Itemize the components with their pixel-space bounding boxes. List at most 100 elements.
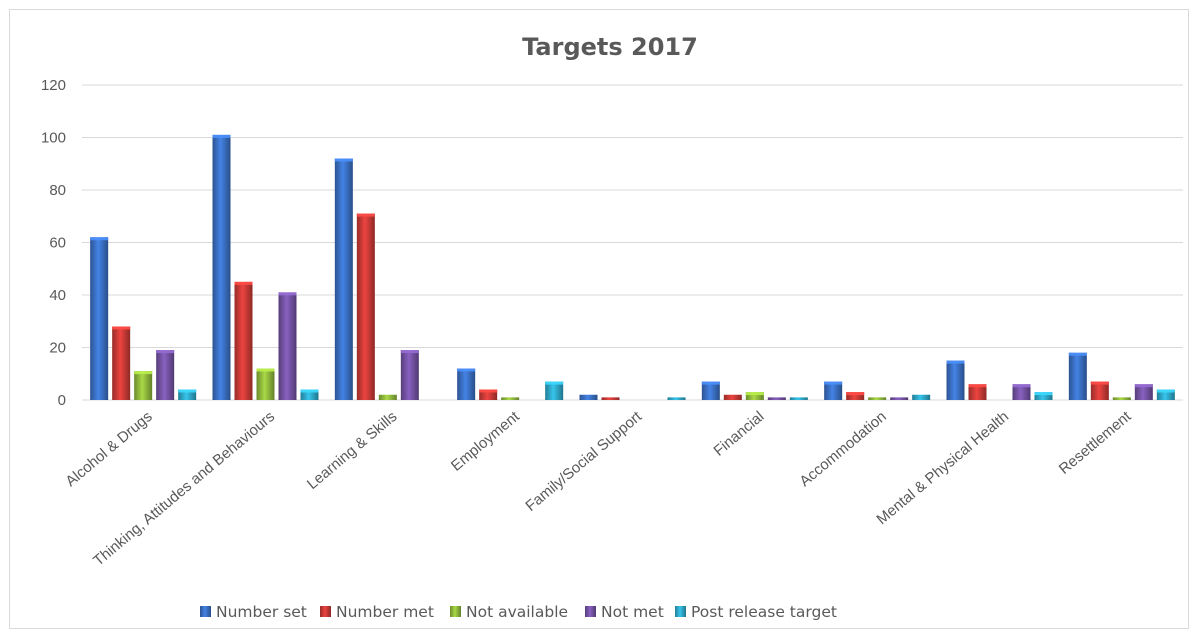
legend-label: Number met xyxy=(336,603,434,621)
bar-top-bevel xyxy=(212,134,231,138)
bar-top-bevel xyxy=(745,392,764,396)
bar xyxy=(601,397,620,400)
bar xyxy=(1012,384,1031,400)
bar-top-bevel xyxy=(1134,384,1153,388)
bar xyxy=(278,292,297,400)
bar xyxy=(1034,392,1053,400)
bar xyxy=(234,281,253,400)
bar xyxy=(946,360,965,400)
bar-top-bevel xyxy=(1034,392,1053,396)
x-category-label: Financial xyxy=(710,408,767,460)
bar xyxy=(457,368,476,400)
bar xyxy=(745,392,764,400)
bar xyxy=(378,394,397,400)
bar xyxy=(824,381,843,400)
bars xyxy=(90,134,1175,400)
bar xyxy=(767,397,786,400)
bar xyxy=(90,237,109,400)
bar-top-bevel xyxy=(701,381,720,385)
bar xyxy=(545,381,564,400)
bar xyxy=(667,397,686,400)
bar xyxy=(501,397,520,400)
bar xyxy=(789,397,808,400)
x-category-label: Resettlement xyxy=(1056,408,1135,478)
x-category-label: Mental & Physical Health xyxy=(873,408,1012,528)
bar xyxy=(968,384,987,400)
bar-top-bevel xyxy=(178,389,197,393)
bar-top-bevel xyxy=(256,368,275,372)
y-tick-label: 100 xyxy=(41,130,66,147)
chart-canvas: Targets 2017 0 20 40 60 80 100 120 Alcohol & D… xyxy=(41,33,1183,621)
legend-label: Post release target xyxy=(691,603,837,621)
bar-top-bevel xyxy=(968,384,987,388)
bar xyxy=(156,350,175,400)
bar xyxy=(1112,397,1131,400)
bar-top-bevel xyxy=(479,389,498,393)
bar xyxy=(579,394,598,400)
bar-top-bevel xyxy=(846,392,865,396)
x-category-label: Employment xyxy=(448,408,523,475)
chart-title: Targets 2017 xyxy=(522,33,698,61)
bar xyxy=(479,389,498,400)
bar xyxy=(846,392,865,400)
bar xyxy=(334,158,353,400)
legend-label: Not met xyxy=(601,603,664,621)
bar-top-bevel xyxy=(156,350,175,354)
legend-swatch xyxy=(585,606,596,617)
bar xyxy=(256,368,275,400)
y-tick-label: 20 xyxy=(49,340,66,357)
legend-swatch xyxy=(675,606,686,617)
bar xyxy=(701,381,720,400)
bar xyxy=(300,389,319,400)
x-category-label: Alcohol & Drugs xyxy=(62,408,155,490)
bar-top-bevel xyxy=(400,350,419,354)
bar-top-bevel xyxy=(234,281,253,285)
y-axis-ticks: 0 20 40 60 80 100 120 xyxy=(41,77,66,409)
bar-top-bevel xyxy=(334,158,353,162)
bar xyxy=(356,213,375,400)
x-category-label: Family/Social Support xyxy=(522,408,645,515)
bar-top-bevel xyxy=(1068,352,1087,356)
y-tick-label: 80 xyxy=(49,182,66,199)
bar-top-bevel xyxy=(545,381,564,385)
bar-top-bevel xyxy=(356,213,375,217)
bar xyxy=(212,134,231,400)
bar xyxy=(1134,384,1153,400)
bar-top-bevel xyxy=(112,326,131,330)
bar-top-bevel xyxy=(134,371,153,375)
bar-top-bevel xyxy=(946,360,965,364)
bar xyxy=(912,394,931,400)
y-tick-label: 0 xyxy=(58,392,66,409)
bar-top-bevel xyxy=(278,292,297,296)
legend-swatch xyxy=(200,606,211,617)
legend-label: Number set xyxy=(216,603,307,621)
bar xyxy=(178,389,197,400)
bar-top-bevel xyxy=(824,381,843,385)
bar-top-bevel xyxy=(1012,384,1031,388)
bar xyxy=(723,394,742,400)
bar xyxy=(890,397,909,400)
bar-top-bevel xyxy=(1090,381,1109,385)
y-tick-label: 40 xyxy=(49,287,66,304)
bar-top-bevel xyxy=(300,389,319,393)
bar xyxy=(112,326,131,400)
y-tick-label: 60 xyxy=(49,235,66,252)
bar-top-bevel xyxy=(1156,389,1175,393)
bar xyxy=(1068,352,1087,400)
legend: Number set Number met Not available Not met… xyxy=(200,603,837,621)
y-tick-label: 120 xyxy=(41,77,66,94)
legend-label: Not available xyxy=(466,603,568,621)
bar-top-bevel xyxy=(90,237,109,241)
legend-swatch xyxy=(320,606,331,617)
bar xyxy=(400,350,419,400)
x-category-label: Accommodation xyxy=(796,408,889,490)
x-category-label: Learning & Skills xyxy=(304,408,401,493)
bar xyxy=(1156,389,1175,400)
gridlines xyxy=(82,84,1183,401)
bar xyxy=(1090,381,1109,400)
bar xyxy=(134,371,153,400)
chart-frame: Targets 2017 0 20 40 60 80 100 120 Alcohol & D… xyxy=(9,9,1189,629)
bar-top-bevel xyxy=(457,368,476,372)
legend-swatch xyxy=(450,606,461,617)
